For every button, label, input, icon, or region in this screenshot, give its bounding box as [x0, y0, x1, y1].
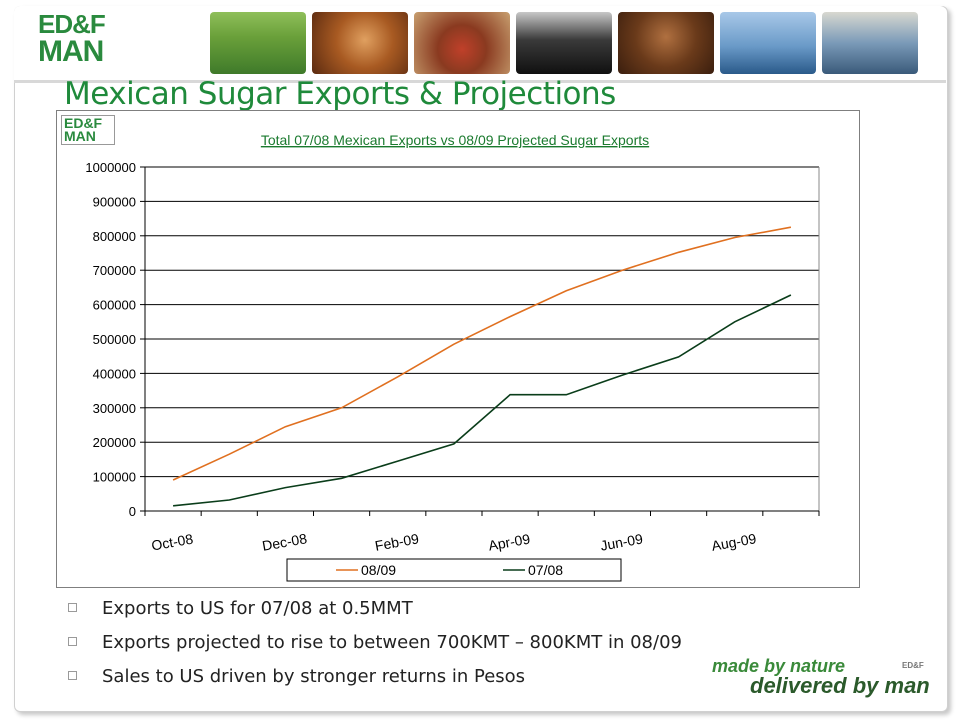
chart-logo: ED&F MAN: [61, 115, 115, 145]
y-tick-label: 900000: [93, 194, 136, 209]
sugarcane-photo: [210, 12, 306, 74]
ship-photo: [720, 12, 816, 74]
chart-title: Total 07/08 Mexican Exports vs 08/09 Pro…: [261, 132, 649, 148]
y-tick-label: 1000000: [85, 160, 136, 175]
line-chart: Total 07/08 Mexican Exports vs 08/09 Pro…: [85, 132, 820, 582]
legend-box: [286, 558, 622, 582]
legend-label: 08/09: [361, 562, 396, 578]
legend-label: 07/08: [528, 562, 563, 578]
y-tick-label: 0: [129, 504, 136, 519]
tagline-line-2: delivered by man: [750, 673, 930, 698]
series-line-08-09: [172, 226, 792, 481]
y-tick-label: 400000: [93, 366, 136, 381]
bullet-square-icon: [68, 637, 77, 646]
y-tick-label: 800000: [93, 229, 136, 244]
bullet-item: Exports to US for 07/08 at 0.5MMT: [68, 596, 682, 630]
y-tick-label: 100000: [93, 470, 136, 485]
x-tick-label: Dec-08: [261, 530, 308, 554]
bullet-list: Exports to US for 07/08 at 0.5MMT Export…: [68, 596, 682, 698]
x-tick-label: Apr-09: [487, 531, 531, 554]
x-tick-label: Feb-09: [374, 530, 421, 553]
x-tick-label: Oct-08: [150, 531, 194, 554]
y-tick-label: 500000: [93, 332, 136, 347]
bullet-item: Sales to US driven by stronger returns i…: [68, 664, 682, 698]
slide-title: Mexican Sugar Exports & Projections: [64, 76, 616, 112]
tagline-line-1: made by nature: [712, 656, 846, 676]
chart-panel: ED&F MAN Total 07/08 Mexican Exports vs …: [56, 110, 860, 588]
chart-grid: [145, 166, 820, 512]
x-tick-label: Aug-09: [710, 530, 757, 554]
y-tick-label: 200000: [93, 435, 136, 450]
cocoa-pod-photo: [312, 12, 408, 74]
chart-legend: 08/09 07/08: [286, 558, 622, 582]
x-tick-label: Jun-09: [599, 530, 644, 553]
molasses-photo: [516, 12, 612, 74]
brand-tagline: made by nature delivered by man ED&F: [712, 656, 932, 698]
terminal-photo: [822, 12, 918, 74]
bullet-square-icon: [68, 671, 77, 680]
chart-series: [172, 226, 792, 507]
y-axis: 0 100000 200000 300000 400000 500000 600000 700…: [85, 160, 146, 519]
y-tick-label: 700000: [93, 263, 136, 278]
y-tick-label: 300000: [93, 401, 136, 416]
x-axis: Oct-08 Dec-08 Feb-09 Apr-09 Jun-09 Aug-09: [144, 510, 820, 554]
bullet-item: Exports projected to rise to between 700…: [68, 630, 682, 664]
series-line-07-08: [173, 294, 792, 507]
coffee-cherries-photo: [414, 12, 510, 74]
bullet-square-icon: [68, 603, 77, 612]
company-logo: ED&F MAN: [38, 9, 106, 68]
y-tick-label: 600000: [93, 298, 136, 313]
tagline-mark: ED&F: [902, 661, 924, 670]
coffee-beans-photo: [618, 12, 714, 74]
